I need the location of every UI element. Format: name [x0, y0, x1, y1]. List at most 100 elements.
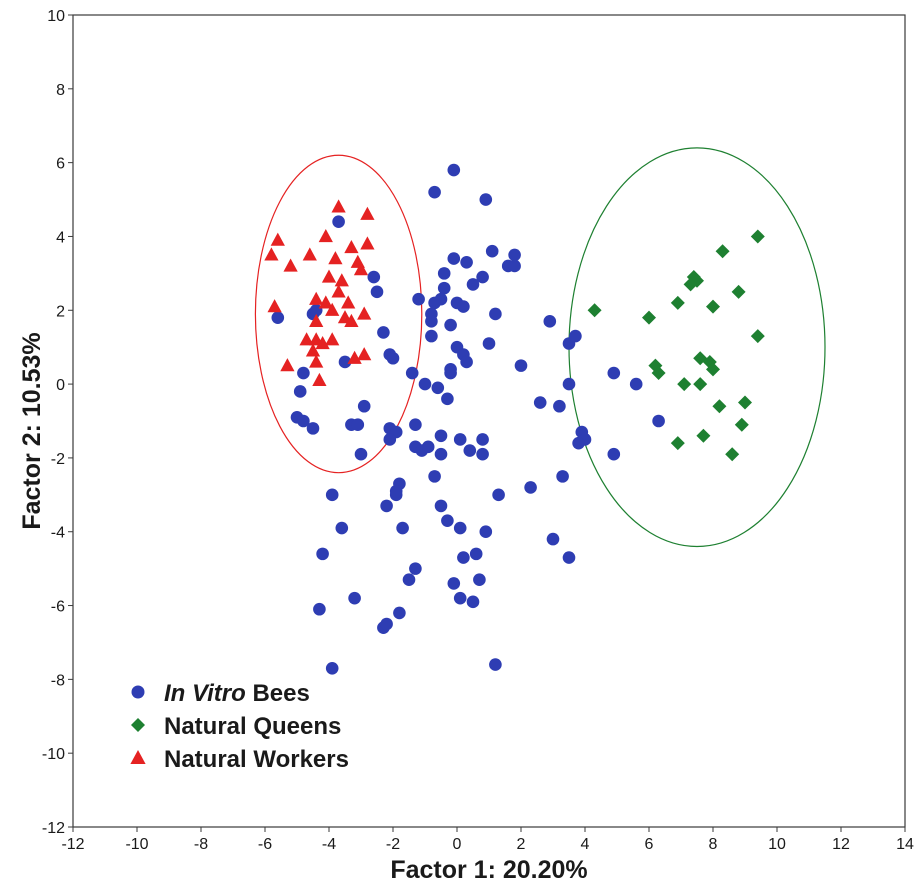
- y-tick-label: -8: [51, 672, 65, 689]
- point-invitro: [412, 292, 425, 306]
- x-tick-label: 8: [709, 836, 718, 853]
- point-invitro: [492, 488, 505, 502]
- y-tick-label: 2: [56, 303, 65, 320]
- point-workers: [331, 284, 346, 298]
- legend-item-natural-queens: Natural Queens: [131, 713, 341, 740]
- point-queens: [750, 329, 765, 344]
- point-workers: [302, 247, 317, 261]
- point-invitro: [338, 355, 352, 369]
- point-invitro: [297, 414, 310, 428]
- point-workers: [360, 206, 375, 220]
- y-tick-label: 6: [56, 156, 65, 173]
- point-workers: [283, 258, 298, 272]
- x-tick-label: 6: [645, 836, 654, 853]
- point-invitro: [489, 658, 502, 671]
- point-invitro: [453, 433, 467, 446]
- point-invitro: [629, 377, 643, 391]
- point-workers: [315, 335, 330, 350]
- point-invitro: [479, 193, 493, 206]
- point-workers: [309, 313, 324, 327]
- x-tick-label: 4: [581, 836, 590, 853]
- point-invitro: [434, 447, 448, 461]
- point-workers: [328, 251, 343, 265]
- point-queens: [750, 229, 765, 244]
- legend-item-in-vitro-bees: In Vitro Bees: [131, 680, 310, 707]
- legend-marker-diamond: [131, 718, 145, 732]
- point-invitro: [546, 532, 560, 546]
- point-invitro: [457, 551, 470, 564]
- point-invitro: [313, 602, 326, 616]
- point-workers: [267, 299, 282, 313]
- plot-frame: [72, 14, 906, 828]
- point-invitro: [393, 606, 406, 620]
- point-invitro: [463, 444, 477, 457]
- legend-marker-circle: [131, 685, 145, 699]
- point-invitro: [409, 562, 422, 575]
- point-queens: [683, 277, 698, 292]
- point-queens: [706, 299, 720, 314]
- point-invitro: [431, 381, 445, 395]
- point-invitro: [335, 521, 349, 535]
- point-workers: [280, 358, 295, 372]
- point-queens: [642, 310, 656, 325]
- point-invitro: [357, 399, 371, 413]
- point-invitro: [367, 270, 381, 284]
- y-tick-label: 4: [56, 229, 65, 246]
- point-queens: [725, 447, 740, 462]
- point-invitro: [389, 484, 403, 498]
- point-invitro: [332, 215, 345, 228]
- point-invitro: [607, 447, 621, 461]
- point-queens: [734, 417, 749, 432]
- point-invitro: [325, 488, 339, 502]
- y-tick-label: -12: [42, 820, 65, 837]
- point-invitro: [543, 315, 557, 328]
- point-invitro: [325, 661, 339, 675]
- y-tick-label: -10: [42, 746, 65, 763]
- point-invitro: [489, 307, 502, 321]
- legend-label-natural-workers: Natural Workers: [164, 746, 349, 773]
- point-workers: [353, 262, 369, 276]
- point-workers: [341, 295, 356, 309]
- x-tick-label: 12: [832, 836, 850, 853]
- point-invitro: [508, 248, 521, 262]
- point-invitro: [524, 481, 537, 494]
- point-invitro: [457, 300, 470, 313]
- point-invitro: [428, 185, 441, 199]
- point-invitro: [348, 591, 361, 605]
- x-tick-label: -12: [61, 836, 84, 853]
- x-tick-label: -2: [386, 836, 400, 853]
- legend-label-in-vitro-bees: In Vitro Bees: [164, 680, 310, 707]
- point-invitro: [351, 418, 365, 431]
- point-queens: [670, 436, 685, 451]
- y-tick-label: 10: [47, 8, 65, 25]
- point-invitro: [569, 329, 582, 343]
- point-invitro: [453, 521, 467, 535]
- point-invitro: [437, 281, 451, 295]
- point-invitro: [444, 366, 457, 380]
- point-invitro: [447, 163, 461, 177]
- y-tick-label: 0: [56, 377, 65, 394]
- x-axis-title: Factor 1: 20.20%: [390, 856, 587, 884]
- point-workers: [344, 240, 359, 254]
- point-invitro: [434, 429, 448, 443]
- point-queens: [587, 303, 602, 318]
- point-invitro: [377, 326, 390, 339]
- y-tick-label: -6: [51, 599, 65, 616]
- point-invitro: [482, 337, 496, 350]
- point-invitro: [405, 366, 419, 380]
- point-invitro: [316, 547, 329, 561]
- point-invitro: [476, 433, 489, 446]
- point-invitro: [444, 318, 457, 332]
- point-queens: [738, 395, 752, 410]
- point-invitro: [607, 366, 621, 380]
- point-workers: [357, 306, 372, 320]
- point-invitro: [293, 385, 307, 398]
- x-tick-label: -10: [125, 836, 148, 853]
- point-workers: [357, 347, 372, 361]
- point-queens: [712, 399, 727, 414]
- x-tick-label: -8: [194, 836, 208, 853]
- point-invitro: [469, 547, 483, 561]
- point-invitro: [476, 447, 489, 461]
- point-workers: [299, 332, 314, 346]
- point-queens: [677, 377, 692, 392]
